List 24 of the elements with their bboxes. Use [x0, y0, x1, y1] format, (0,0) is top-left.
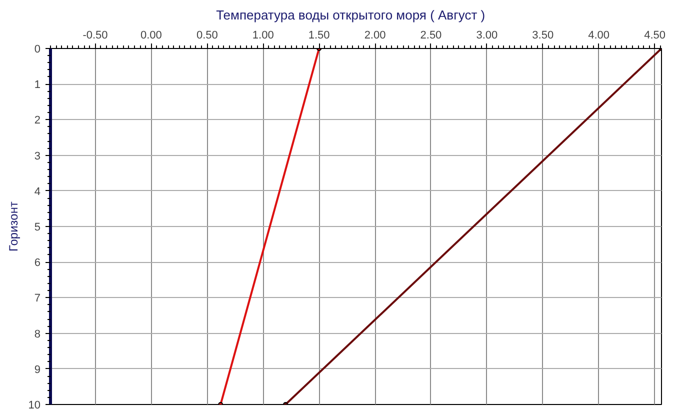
- y-tick-label: 5: [34, 222, 41, 234]
- y-tick-label: 10: [28, 400, 41, 412]
- x-tick-label: -0.50: [82, 30, 108, 42]
- x-tick-label: 1.50: [308, 30, 330, 42]
- x-tick-label: 2.00: [364, 30, 386, 42]
- x-tick-label: 4.00: [588, 30, 610, 42]
- x-tick-label: 4.50: [644, 30, 666, 42]
- y-tick-label: 1: [34, 79, 41, 92]
- y-tick-label: 3: [34, 150, 41, 162]
- x-tick-label: 3.00: [476, 30, 498, 42]
- chart-title: Температура воды открытого моря ( Август ): [216, 8, 486, 22]
- x-tick-label: 0.50: [196, 30, 218, 42]
- y-axis-title: Горизонт: [6, 201, 20, 252]
- x-tick-label: 3.50: [532, 30, 554, 42]
- y-tick-label: 4: [34, 186, 41, 198]
- y-tick-label: 8: [34, 328, 41, 340]
- y-tick-label: 7: [34, 292, 41, 305]
- y-tick-label: 6: [34, 257, 41, 270]
- y-tick-label: 9: [34, 364, 41, 376]
- y-tick-label: 2: [34, 114, 41, 127]
- x-tick-label: 1.00: [252, 30, 274, 42]
- x-tick-label: 2.50: [420, 30, 442, 42]
- y-tick-label: 0: [34, 44, 41, 56]
- x-tick-label: 0.00: [140, 30, 162, 42]
